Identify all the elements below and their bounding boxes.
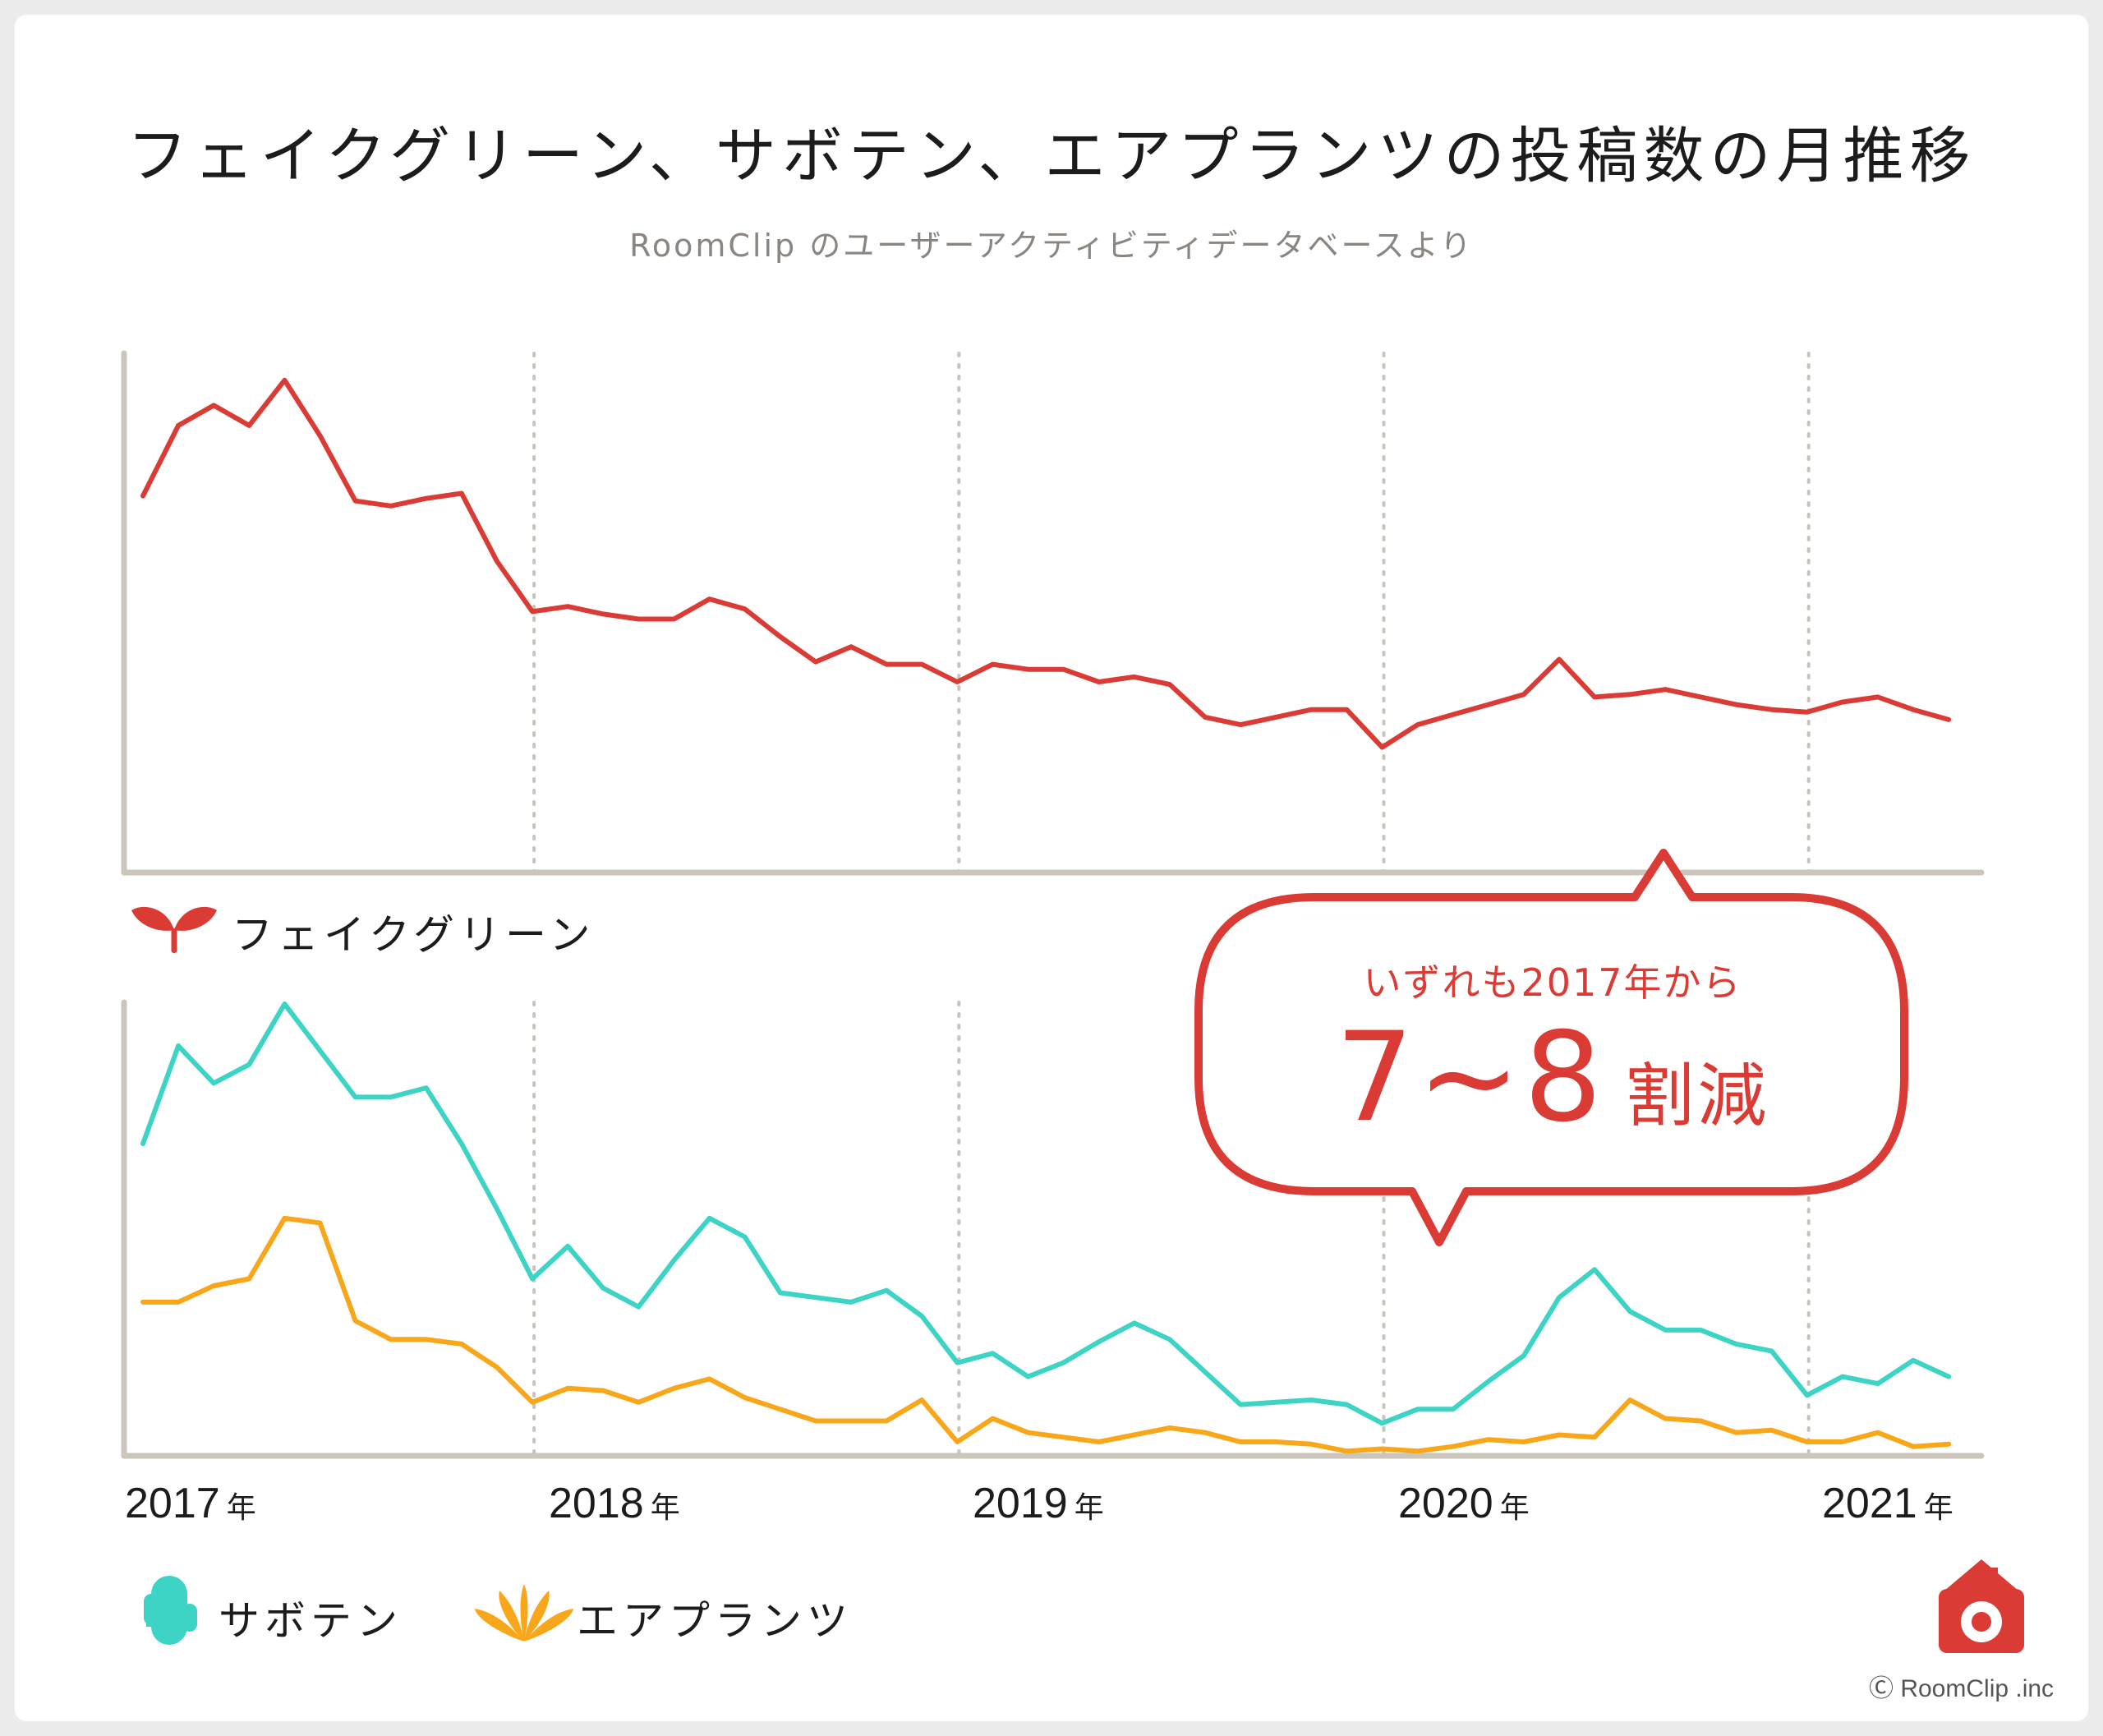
callout-big-number: 7~8: [1335, 1006, 1606, 1149]
top-panel-series: [140, 377, 1952, 750]
legend-air-plants-label: エアプランツ: [577, 1597, 853, 1645]
callout-text: いずれも2017年から: [1363, 960, 1742, 1005]
chart-title: フェイクグリーン、サボテン、エアプランツの投稿数の月推移: [127, 121, 1976, 191]
x-tick-label: 2021 年: [1822, 1480, 1953, 1527]
callout-bubble: [1194, 849, 1908, 1246]
air-plant-icon: [475, 1584, 573, 1642]
copyright-text: Ⓒ RoomClip .inc: [1869, 1675, 2055, 1702]
callout-highlight: 7~8 割減: [1199, 1006, 1906, 1149]
sprout-icon: [131, 906, 217, 953]
roomclip-house-camera-icon: [1939, 1559, 2024, 1653]
series-line-air-plants: [140, 1215, 1952, 1454]
top-panel-gridlines: [532, 352, 1811, 874]
series-line-cactus: [140, 1002, 1952, 1426]
legend-fake-green-label: フェイクグリーン: [232, 911, 596, 959]
x-tick-label: 2017 年: [125, 1480, 256, 1527]
chart-subtitle: RoomClip のユーザーアクティビティデータベースより: [629, 228, 1474, 264]
series-line-fake-green: [140, 377, 1952, 750]
x-tick-label: 2020 年: [1398, 1480, 1530, 1527]
bottom-panel-series: [140, 1002, 1952, 1454]
x-tick-label: 2019 年: [973, 1480, 1104, 1527]
cactus-icon: [144, 1576, 197, 1645]
callout-suffix: 割減: [1625, 1056, 1770, 1136]
bottom-panel-gridlines: [532, 1001, 1811, 1457]
x-tick-label: 2018 年: [549, 1480, 680, 1527]
legend-cactus-label: サボテン: [219, 1597, 403, 1645]
